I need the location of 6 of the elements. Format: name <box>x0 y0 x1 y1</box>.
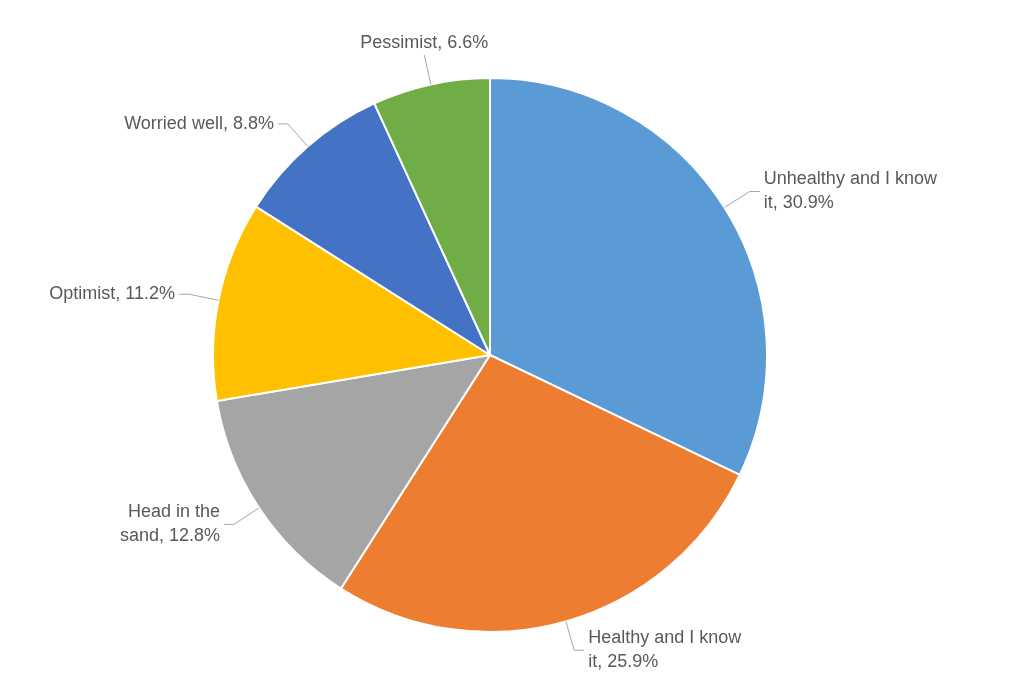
slice-label: Healthy and I know it, 25.9% <box>588 627 743 672</box>
slice-label: Pessimist, 6.6% <box>360 32 489 53</box>
slice-label: Worried well, 8.8% <box>124 112 274 133</box>
slice-label: Unhealthy and I know it, 30.9% <box>763 168 938 213</box>
slice-label: Optimist, 11.2% <box>49 283 176 304</box>
slice-label: Head in the sand, 12.8% <box>119 501 220 546</box>
